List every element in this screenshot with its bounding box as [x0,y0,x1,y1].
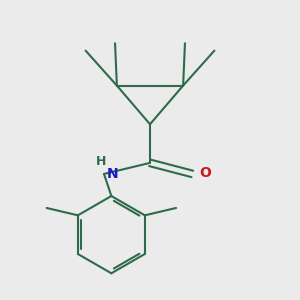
Text: H: H [96,155,106,168]
Text: O: O [199,166,211,180]
Text: N: N [107,167,118,181]
